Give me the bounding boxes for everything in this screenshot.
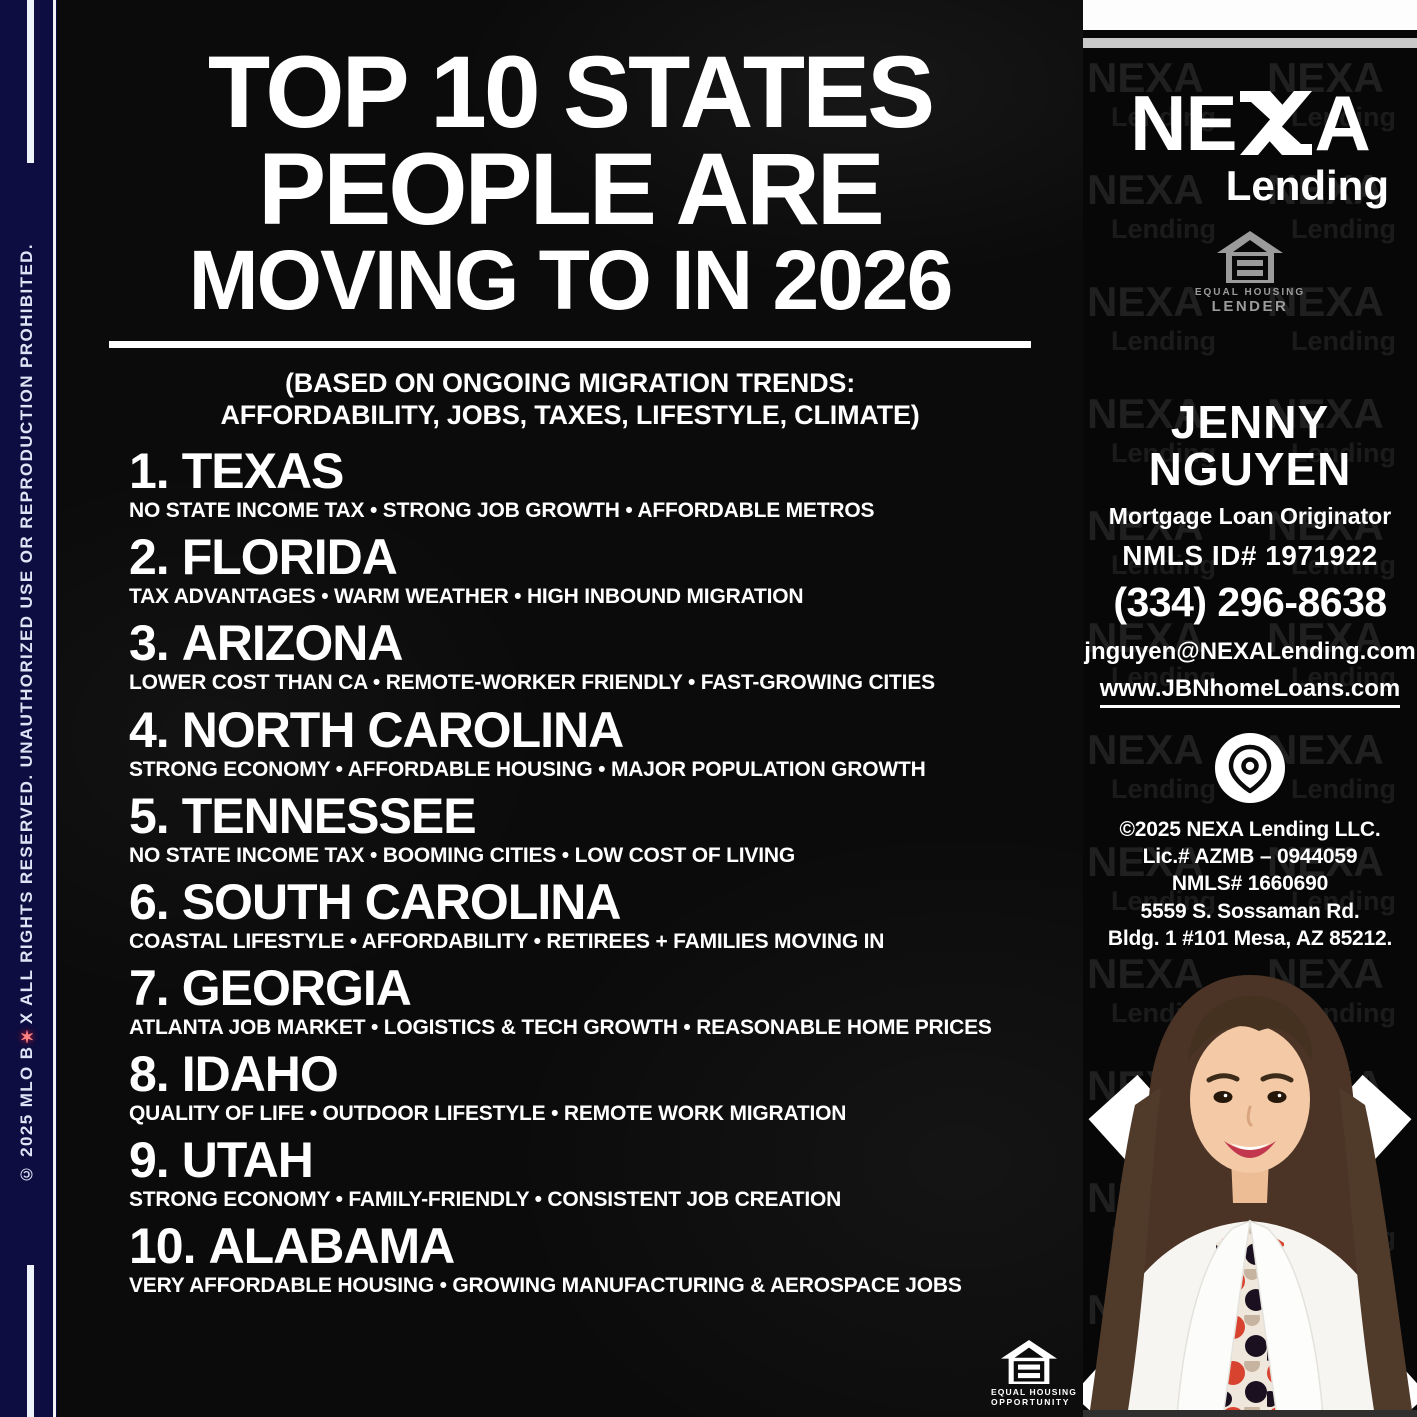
agent-first-name: JENNY (1170, 396, 1330, 448)
state-name: GEORGIA (181, 959, 412, 1016)
state-detail: STRONG ECONOMY • FAMILY-FRIENDLY • CONSI… (129, 1188, 842, 1212)
equal-housing-house-icon (1217, 231, 1283, 283)
list-item: 9. UTAH STRONG ECONOMY • FAMILY-FRIENDLY … (129, 1135, 1083, 1212)
nexa-lending-logo: NE A Lending (1083, 84, 1417, 210)
state-rank: 4. (129, 701, 170, 758)
agent-email[interactable]: jnguyen@NEXALending.com (1084, 637, 1416, 665)
state-name: ALABAMA (208, 1218, 456, 1275)
states-list: 1. TEXAS NO STATE INCOME TAX • STRONG JOB… (57, 446, 1083, 1298)
state-rank: 5. (129, 787, 170, 844)
company-line: Lic.# AZMB – 0944059 (1142, 845, 1358, 869)
mlobox-star-icon: ✶ (16, 1024, 36, 1046)
copyright-suffix: X ALL RIGHTS RESERVED. UNAUTHORIZED USE … (16, 243, 36, 1025)
state-rank: 3. (129, 615, 170, 672)
list-item: 4. NORTH CAROLINA STRONG ECONOMY • AFFORD… (129, 705, 1083, 782)
ehl-label-line1: EQUAL HOUSING (1194, 287, 1306, 298)
list-item: 6. SOUTH CAROLINA COASTAL LIFESTYLE • AFF… (129, 877, 1083, 954)
eho-label-line2: OPPORTUNITY (991, 1397, 1070, 1407)
company-info: ©2025 NEXA Lending LLC. Lic.# AZMB – 094… (1083, 816, 1417, 952)
state-name: NORTH CAROLINA (181, 701, 625, 758)
ehl-label-line2: LENDER (1211, 298, 1289, 315)
nexa-logo-ne: NE (1130, 79, 1237, 167)
state-detail: COASTAL LIFESTYLE • AFFORDABILITY • RETI… (129, 929, 885, 953)
title-line-3: MOVING TO IN 2026 (188, 232, 954, 327)
company-line: 5559 S. Sossaman Rd. (1140, 899, 1360, 923)
list-item: 7. GEORGIA ATLANTA JOB MARKET • LOGISTICS… (129, 963, 1083, 1040)
company-line: Bldg. 1 #101 Mesa, AZ 85212. (1107, 926, 1393, 950)
state-name: ARIZONA (181, 615, 404, 672)
state-rank: 9. (129, 1132, 170, 1189)
state-detail: ATLANTA JOB MARKET • LOGISTICS & TECH GR… (129, 1015, 992, 1039)
list-item: 3. ARIZONA LOWER COST THAN CA • REMOTE-WO… (129, 618, 1083, 695)
state-name: IDAHO (181, 1046, 339, 1103)
rail-gray-strip (1083, 38, 1417, 48)
location-pin-icon (1083, 732, 1417, 804)
nexa-logo-lending: Lending (1225, 162, 1389, 209)
state-name: TENNESSEE (181, 787, 477, 844)
equal-housing-opportunity-logo: EQUAL HOUSING OPPORTUNITY (991, 1339, 1077, 1407)
agent-portrait (1083, 975, 1417, 1417)
rail-separator-line (53, 0, 56, 1417)
agent-nmls-id: NMLS ID# 1971922 (1122, 539, 1378, 571)
state-detail: STRONG ECONOMY • AFFORDABLE HOUSING • MA… (129, 757, 926, 781)
agent-phone[interactable]: (334) 296-8638 (1113, 578, 1387, 625)
main-panel: TOP 10 STATES PEOPLE ARE MOVING TO IN 20… (57, 0, 1083, 1417)
title-line-1: TOP 10 STATES (207, 35, 935, 149)
equal-housing-lender-logo: EQUAL HOUSING LENDER (1083, 230, 1417, 315)
list-item: 8. IDAHO QUALITY OF LIFE • OUTDOOR LIFEST… (129, 1049, 1083, 1126)
brand-rail: NEXA Lending NE A Lending (1083, 0, 1417, 1417)
agent-last-name: NGUYEN (1148, 443, 1352, 496)
state-detail: TAX ADVANTAGES • WARM WEATHER • HIGH INB… (129, 585, 804, 609)
state-rank: 10. (129, 1218, 197, 1275)
rail-divider-bottom (27, 1265, 34, 1417)
state-rank: 6. (129, 873, 170, 930)
rail-top-white-band (1083, 0, 1417, 30)
left-copyright-rail: © 2025 MLO B✶X ALL RIGHTS RESERVED. UNAU… (0, 0, 57, 1417)
state-rank: 7. (129, 959, 170, 1016)
state-name: SOUTH CAROLINA (181, 873, 622, 930)
list-item: 10. ALABAMA VERY AFFORDABLE HOUSING • GRO… (129, 1221, 1083, 1298)
agent-role: Mortgage Loan Originator (1108, 502, 1392, 529)
state-detail: QUALITY OF LIFE • OUTDOOR LIFESTYLE • RE… (129, 1102, 847, 1126)
list-item: 5. TENNESSEE NO STATE INCOME TAX • BOOMIN… (129, 791, 1083, 868)
rail-divider-top (27, 0, 34, 163)
title-underline (109, 341, 1031, 349)
agent-card: JENNY NGUYEN Mortgage Loan Originator NM… (1083, 396, 1417, 708)
state-name: TEXAS (181, 443, 345, 500)
state-detail: VERY AFFORDABLE HOUSING • GROWING MANUFA… (129, 1274, 962, 1298)
copyright-prefix: © 2025 MLO B (16, 1045, 36, 1184)
eho-label-line1: EQUAL HOUSING (991, 1387, 1077, 1397)
company-line: NMLS# 1660690 (1171, 872, 1329, 896)
state-name: UTAH (181, 1132, 314, 1189)
state-rank: 8. (129, 1046, 170, 1103)
list-item: 2. FLORIDA TAX ADVANTAGES • WARM WEATHER … (129, 532, 1083, 609)
title-line-2: PEOPLE ARE (258, 131, 885, 246)
page-title: TOP 10 STATES PEOPLE ARE MOVING TO IN 20… (57, 35, 1083, 327)
state-detail: NO STATE INCOME TAX • BOOMING CITIES • L… (129, 843, 795, 867)
agent-name: JENNY NGUYEN (1083, 396, 1417, 496)
copyright-notice: © 2025 MLO B✶X ALL RIGHTS RESERVED. UNAU… (0, 170, 53, 1257)
subtitle-line-1: (BASED ON ONGOING MIGRATION TRENDS: (285, 368, 855, 399)
equal-housing-house-icon (1001, 1339, 1057, 1385)
subtitle-line-2: AFFORDABILITY, JOBS, TAXES, LIFESTYLE, C… (220, 399, 920, 430)
nexa-x-icon (1239, 91, 1312, 155)
company-line: ©2025 NEXA Lending LLC. (1119, 817, 1381, 841)
state-detail: NO STATE INCOME TAX • STRONG JOB GROWTH … (129, 499, 875, 523)
state-detail: LOWER COST THAN CA • REMOTE-WORKER FRIEN… (129, 671, 935, 695)
state-rank: 1. (129, 443, 170, 500)
nexa-logo-a: A (1314, 79, 1371, 167)
subtitle: (BASED ON ONGOING MIGRATION TRENDS: AFFO… (57, 368, 1083, 431)
agent-website-link[interactable]: www.JBNhomeLoans.com (1099, 675, 1401, 708)
state-rank: 2. (129, 529, 170, 586)
state-name: FLORIDA (181, 529, 398, 586)
list-item: 1. TEXAS NO STATE INCOME TAX • STRONG JOB… (129, 446, 1083, 523)
